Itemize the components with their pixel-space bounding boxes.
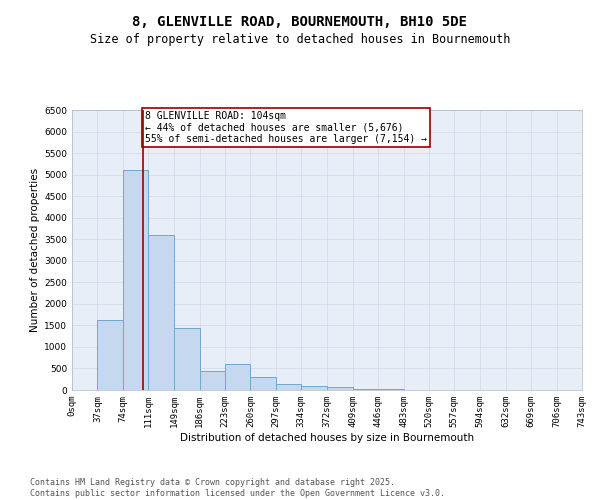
Text: Size of property relative to detached houses in Bournemouth: Size of property relative to detached ho… (90, 32, 510, 46)
Bar (328, 388, 353, 390)
Bar (301, 386, 328, 390)
Bar (148, 235, 174, 390)
Text: 8 GLENVILLE ROAD: 104sqm
← 44% of detached houses are smaller (5,676)
55% of sem: 8 GLENVILLE ROAD: 104sqm ← 44% of detach… (145, 112, 427, 144)
Text: Contains HM Land Registry data © Crown copyright and database right 2025.
Contai: Contains HM Land Registry data © Crown c… (30, 478, 445, 498)
Bar (276, 384, 301, 390)
Bar (353, 388, 378, 390)
Bar (200, 370, 225, 390)
X-axis label: Distribution of detached houses by size in Bournemouth: Distribution of detached houses by size … (180, 432, 474, 442)
Bar (225, 364, 250, 390)
Bar (123, 170, 148, 390)
Text: 8, GLENVILLE ROAD, BOURNEMOUTH, BH10 5DE: 8, GLENVILLE ROAD, BOURNEMOUTH, BH10 5DE (133, 15, 467, 29)
Y-axis label: Number of detached properties: Number of detached properties (30, 168, 40, 332)
Bar (250, 377, 276, 390)
Bar (97, 320, 123, 390)
Bar (174, 328, 200, 390)
